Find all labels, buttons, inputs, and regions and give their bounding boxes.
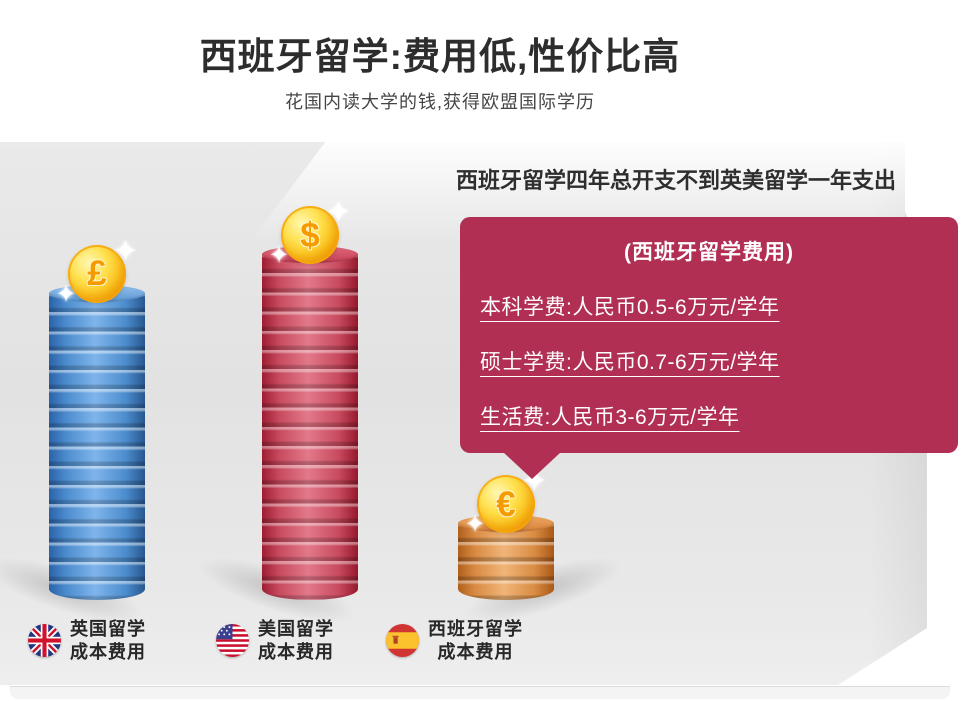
dollar-coin-icon: $ ✦ ✦: [269, 198, 351, 268]
legend-label: 西班牙留学 成本费用: [428, 618, 523, 663]
pound-symbol: £: [87, 254, 107, 294]
callout-line-tuition-bachelor: 本科学费:人民币0.5-6万元/学年: [480, 296, 780, 319]
legend-label-line1: 西班牙留学: [428, 619, 523, 639]
legend-label-line1: 英国留学: [70, 619, 146, 639]
legend-label-line1: 美国留学: [258, 619, 334, 639]
us-flag-icon: [216, 624, 249, 657]
uk-flag-icon: [28, 624, 61, 657]
sparkle-icon: ✦: [465, 511, 486, 539]
sparkle-icon: ✦: [112, 234, 138, 268]
coin-face: $: [281, 206, 339, 265]
coin-face: £: [68, 244, 126, 303]
legend-label-line2: 成本费用: [258, 641, 334, 662]
spain-flag-icon: [386, 624, 419, 657]
sparkle-icon: ✦: [269, 242, 290, 270]
legend-label: 英国留学 成本费用: [70, 618, 146, 663]
coin-face: €: [477, 475, 535, 534]
callout-line-living-cost: 生活费:人民币3-6万元/学年: [480, 406, 740, 429]
callout-line-tuition-master: 硕士学费:人民币0.7-6万元/学年: [480, 351, 780, 374]
callout-title: (西班牙留学费用): [624, 241, 794, 264]
sparkle-icon: ✦: [325, 196, 351, 230]
sparkle-icon: ✦: [56, 280, 77, 308]
us-coin-cylinder: [262, 246, 358, 600]
euro-coin-icon: € ✦ ✦: [465, 467, 547, 537]
dollar-symbol: $: [300, 215, 320, 255]
pound-coin-icon: £ ✦ ✦: [56, 236, 138, 306]
callout-pointer-icon: [503, 452, 561, 479]
page-subtitle: 花国内读大学的钱,获得欧盟国际学历: [285, 92, 595, 112]
legend-item-spain: 西班牙留学 成本费用: [386, 618, 523, 663]
legend-label-line2: 成本费用: [437, 641, 514, 662]
legend-label: 美国留学 成本费用: [258, 618, 334, 663]
spain-cost-callout: (西班牙留学费用) 本科学费:人民币0.5-6万元/学年 硕士学费:人民币0.7…: [460, 217, 958, 479]
uk-coin-cylinder: [49, 284, 145, 600]
legend-label-line2: 成本费用: [70, 641, 146, 662]
chart-headline: 西班牙留学四年总开支不到英美留学一年支出: [456, 168, 897, 193]
legend-item-uk: 英国留学 成本费用: [28, 618, 146, 663]
euro-symbol: €: [496, 484, 516, 524]
legend-item-us: 美国留学 成本费用: [216, 618, 334, 663]
floor-strip: [10, 686, 950, 699]
page-title: 西班牙留学:费用低,性价比高: [199, 36, 681, 77]
